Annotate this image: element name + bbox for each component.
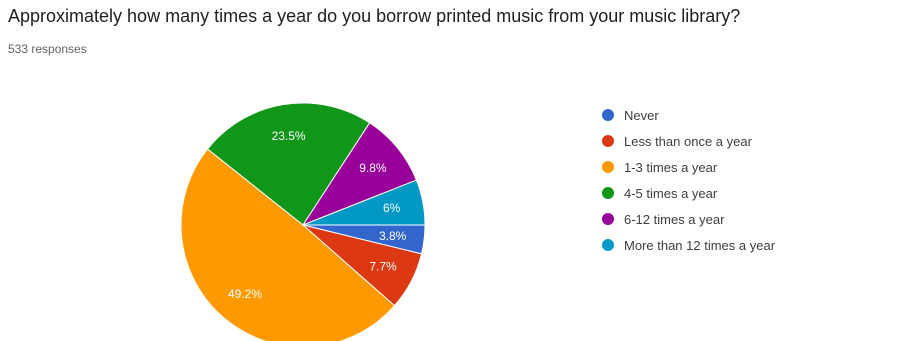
- legend-label: More than 12 times a year: [624, 237, 776, 253]
- legend-swatch: [602, 161, 614, 173]
- slice-value-label: 3.8%: [379, 229, 407, 243]
- legend-item[interactable]: 1-3 times a year: [602, 154, 775, 180]
- pie-slice[interactable]: [302, 179, 426, 226]
- slice-value-label: 6%: [383, 201, 401, 215]
- legend-item[interactable]: More than 12 times a year: [602, 232, 775, 258]
- legend-item[interactable]: Less than once a year: [602, 128, 775, 154]
- legend-label: 6-12 times a year: [624, 211, 725, 227]
- legend-swatch: [602, 187, 614, 199]
- question-title: Approximately how many times a year do y…: [8, 6, 741, 26]
- slice-value-label: 49.2%: [228, 287, 262, 301]
- slice-value-label: 7.7%: [369, 260, 397, 274]
- legend-item[interactable]: Never: [602, 102, 775, 128]
- legend-swatch: [602, 135, 614, 147]
- legend-label: 1-3 times a year: [624, 159, 718, 175]
- legend-swatch: [602, 109, 614, 121]
- slice-value-label: 23.5%: [272, 129, 306, 143]
- legend-label: 4-5 times a year: [624, 185, 718, 201]
- legend-item[interactable]: 4-5 times a year: [602, 180, 775, 206]
- slice-value-label: 9.8%: [359, 161, 387, 175]
- legend-swatch: [602, 213, 614, 225]
- legend-swatch: [602, 239, 614, 251]
- legend-label: Never: [624, 107, 659, 123]
- legend-item[interactable]: 6-12 times a year: [602, 206, 775, 232]
- pie-slice[interactable]: [180, 148, 396, 341]
- legend-label: Less than once a year: [624, 133, 752, 149]
- chart-legend: Never Less than once a year 1-3 times a …: [602, 102, 775, 258]
- pie-slice[interactable]: [301, 122, 418, 227]
- response-count: 533 responses: [8, 42, 87, 56]
- pie-slice[interactable]: [206, 102, 371, 226]
